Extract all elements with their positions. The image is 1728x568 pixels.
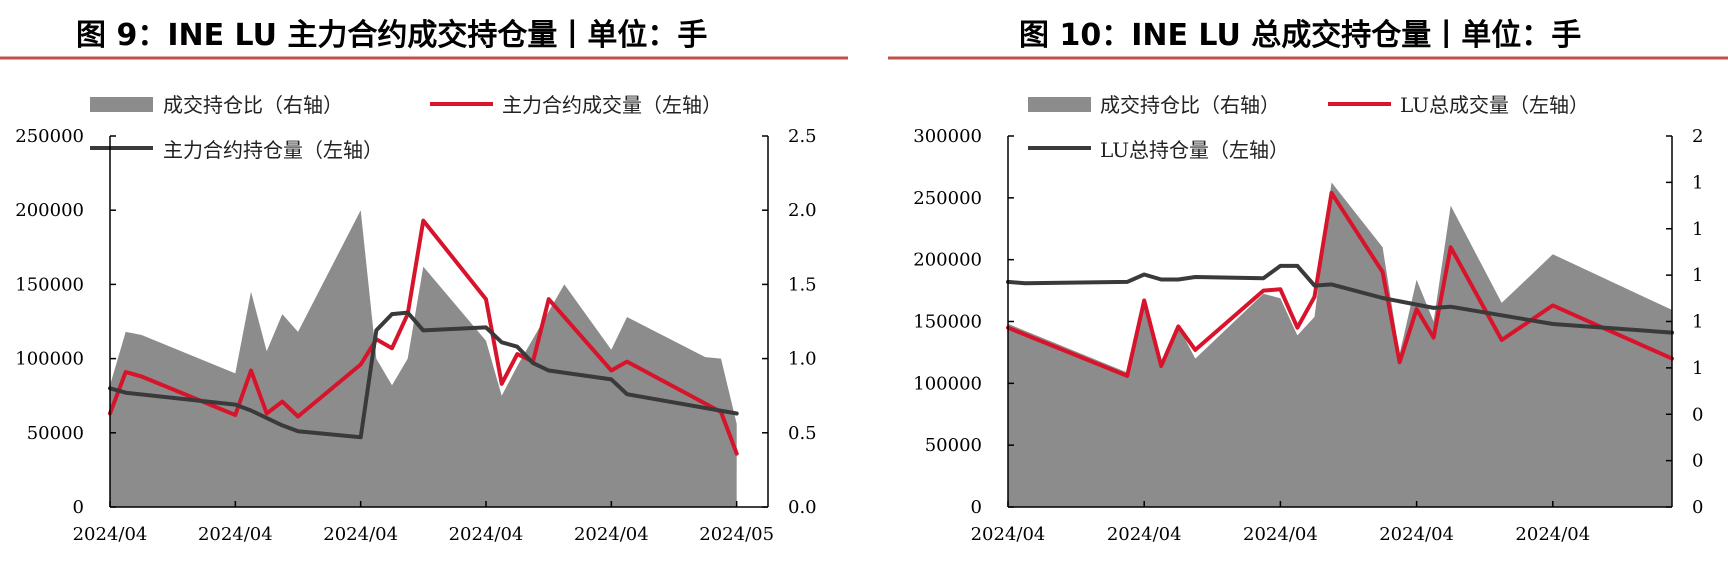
series-area-ratio: [110, 210, 737, 507]
x-tick-label: 2024/04: [323, 524, 398, 545]
x-tick-label: 2024/04: [971, 524, 1046, 545]
right-tick-label: 2: [1692, 126, 1703, 147]
series-line-volume: [1006, 190, 1674, 378]
legend-label-ratio: 成交持仓比（右轴）: [163, 93, 343, 117]
right-tick-label: 2.5: [788, 126, 817, 147]
left-tick-label: 0: [73, 497, 84, 518]
chart-2-legend: 成交持仓比（右轴） LU总成交量（左轴） LU总持仓量（左轴）: [1028, 93, 1589, 162]
right-tick-label: 1: [1692, 265, 1703, 286]
chart-1-plot: [108, 210, 739, 507]
chart-1-legend: 成交持仓比（右轴） 主力合约成交量（左轴） 主力合约持仓量（左轴）: [90, 93, 722, 162]
legend-area-swatch: [90, 97, 153, 112]
series-line-open-interest: [1006, 263, 1674, 335]
chart-2-plot: [1006, 182, 1674, 507]
right-tick-label: 1: [1692, 219, 1703, 240]
left-tick-label: 0: [971, 497, 982, 518]
series-area-ratio: [1008, 182, 1672, 507]
left-tick-label: 300000: [913, 126, 982, 147]
left-tick-label: 150000: [913, 312, 982, 333]
right-tick-label: 0.5: [788, 423, 817, 444]
right-tick-label: 1: [1692, 172, 1703, 193]
chart-1-title: 图 9：INE LU 主力合约成交持仓量丨单位：手: [76, 18, 707, 53]
chart-1: 图 9：INE LU 主力合约成交持仓量丨单位：手 成交持仓比（右轴） 主力合约…: [0, 18, 848, 545]
right-tick-label: 0: [1692, 404, 1703, 425]
chart-2-title: 图 10：INE LU 总成交持仓量丨单位：手: [1019, 18, 1581, 53]
right-tick-label: 1.0: [788, 349, 817, 370]
legend-label-volume: 主力合约成交量（左轴）: [502, 93, 722, 117]
legend-area-swatch: [1028, 97, 1091, 112]
left-tick-label: 200000: [15, 200, 84, 221]
left-tick-label: 100000: [913, 373, 982, 394]
legend-label-volume: LU总成交量（左轴）: [1400, 93, 1589, 117]
left-tick-label: 250000: [913, 188, 982, 209]
series-line-volume: [108, 218, 739, 456]
series-line-open-interest: [108, 310, 739, 440]
legend-label-oi: 主力合约持仓量（左轴）: [163, 138, 383, 162]
legend-label-oi: LU总持仓量（左轴）: [1100, 138, 1289, 162]
x-tick-label: 2024/04: [1107, 524, 1182, 545]
chart-2-axes: 0 50000 100000 150000 200000 250000 300000 0 0 0 1…: [913, 126, 1703, 545]
x-tick-label: 2024/04: [574, 524, 649, 545]
x-tick-label: 2024/04: [449, 524, 524, 545]
x-tick-label: 2024/04: [73, 524, 148, 545]
right-tick-label: 1.5: [788, 274, 817, 295]
x-tick-label: 2024/04: [1515, 524, 1590, 545]
right-tick-label: 0: [1692, 451, 1703, 472]
right-tick-label: 2.0: [788, 200, 817, 221]
left-tick-label: 250000: [15, 126, 84, 147]
left-tick-label: 200000: [913, 250, 982, 271]
left-tick-label: 100000: [15, 349, 84, 370]
right-tick-label: 0.0: [788, 497, 817, 518]
x-tick-label: 2024/04: [1379, 524, 1454, 545]
left-tick-label: 50000: [925, 435, 982, 456]
right-tick-label: 1: [1692, 312, 1703, 333]
x-tick-label: 2024/04: [198, 524, 273, 545]
x-tick-label: 2024/05: [699, 524, 774, 545]
right-tick-label: 0: [1692, 497, 1703, 518]
legend-label-ratio: 成交持仓比（右轴）: [1100, 93, 1280, 117]
chart-1-axes: 0 50000 100000 150000 200000 250000 0.0 0.5 1.0 1…: [15, 126, 816, 545]
left-tick-label: 50000: [27, 423, 84, 444]
chart-2: 图 10：INE LU 总成交持仓量丨单位：手 成交持仓比（右轴） LU总成交量…: [888, 18, 1728, 545]
right-tick-label: 1: [1692, 358, 1703, 379]
left-tick-label: 150000: [15, 274, 84, 295]
x-tick-label: 2024/04: [1243, 524, 1318, 545]
